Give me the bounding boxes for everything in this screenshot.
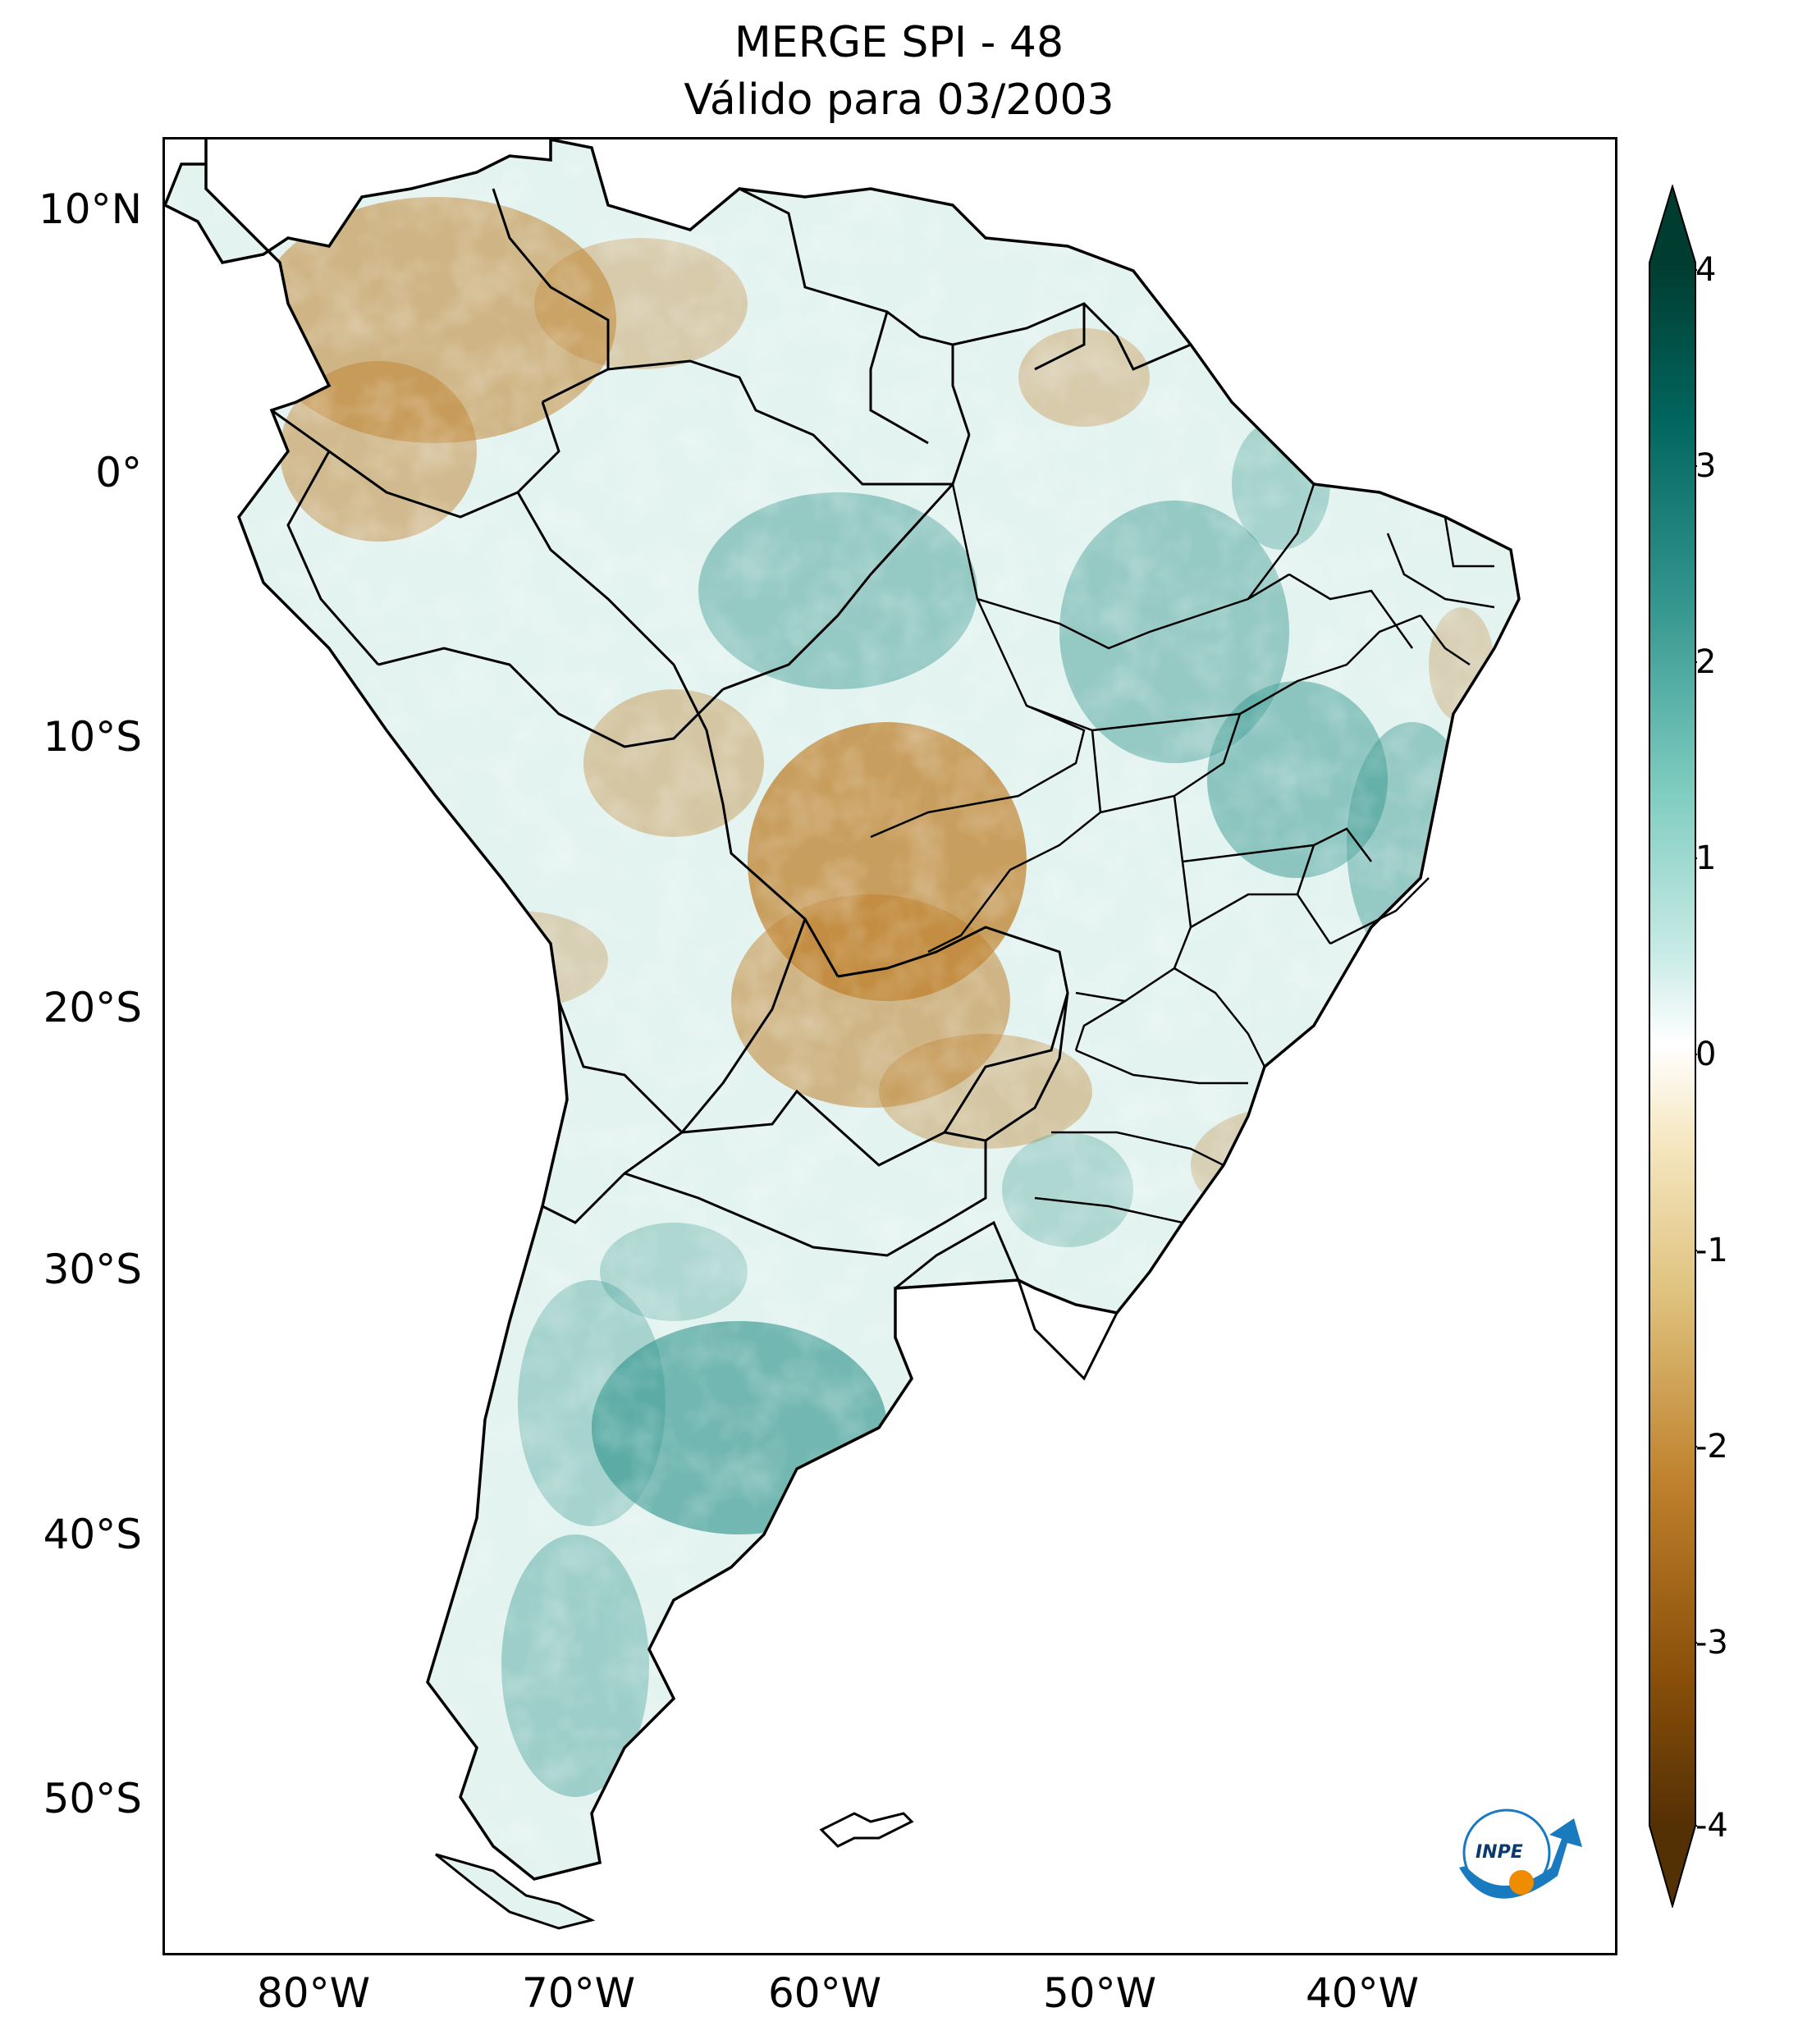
inpe-logo-text: INPE [1475,1842,1523,1863]
colorbar [1649,185,1697,1908]
lat-label-20s: 20°S [43,984,142,1031]
lon-label-60w: 60°W [767,1969,882,2017]
lon-label-40w: 40°W [1305,1969,1420,2017]
lat-label-30s: 30°S [43,1246,142,1293]
spi-anomaly-patch [1051,1313,1248,1461]
falkland-islands [819,1812,914,1848]
colorbar-tick-neg1: -1 [1695,1232,1728,1269]
map-panel [162,137,1617,1955]
lat-label-50s: 50°S [43,1775,142,1822]
lat-label-40s: 40°S [43,1511,142,1558]
lat-label-10n: 10°N [38,185,142,233]
colorbar-tick-1: 1 [1695,839,1717,877]
colorbar-tick-2: 2 [1695,643,1717,681]
state-borders [870,483,1495,1224]
lon-label-50w: 50°W [1042,1969,1157,2017]
colorbar-tick-4: 4 [1695,251,1717,289]
tierra-del-fuego [435,1853,596,1930]
south-america-map [165,139,1521,1930]
country-borders [271,187,1192,1381]
lat-label-10s: 10°S [43,713,142,761]
colorbar-tick-neg3: -3 [1695,1624,1728,1662]
colorbar-tick-0: 0 [1695,1036,1717,1073]
colorbar-min-extend [1649,1826,1695,1906]
spi-field [165,139,1519,1879]
colorbar-tick-neg2: -2 [1695,1428,1728,1466]
lon-label-80w: 80°W [256,1969,371,2017]
lat-label-0: 0° [95,449,142,496]
colorbar-max-extend [1649,186,1695,263]
coastline [165,139,1521,1881]
inpe-logo: INPE [1459,1809,1582,1899]
map-subtitle: Válido para 03/2003 [684,75,1114,125]
map-title: MERGE SPI - 48 [734,18,1064,67]
colorbar-tick-neg4: -4 [1695,1807,1728,1845]
colorbar-tick-3: 3 [1695,447,1717,485]
lon-label-70w: 70°W [521,1969,636,2017]
colorbar-gradient [1649,263,1695,1826]
